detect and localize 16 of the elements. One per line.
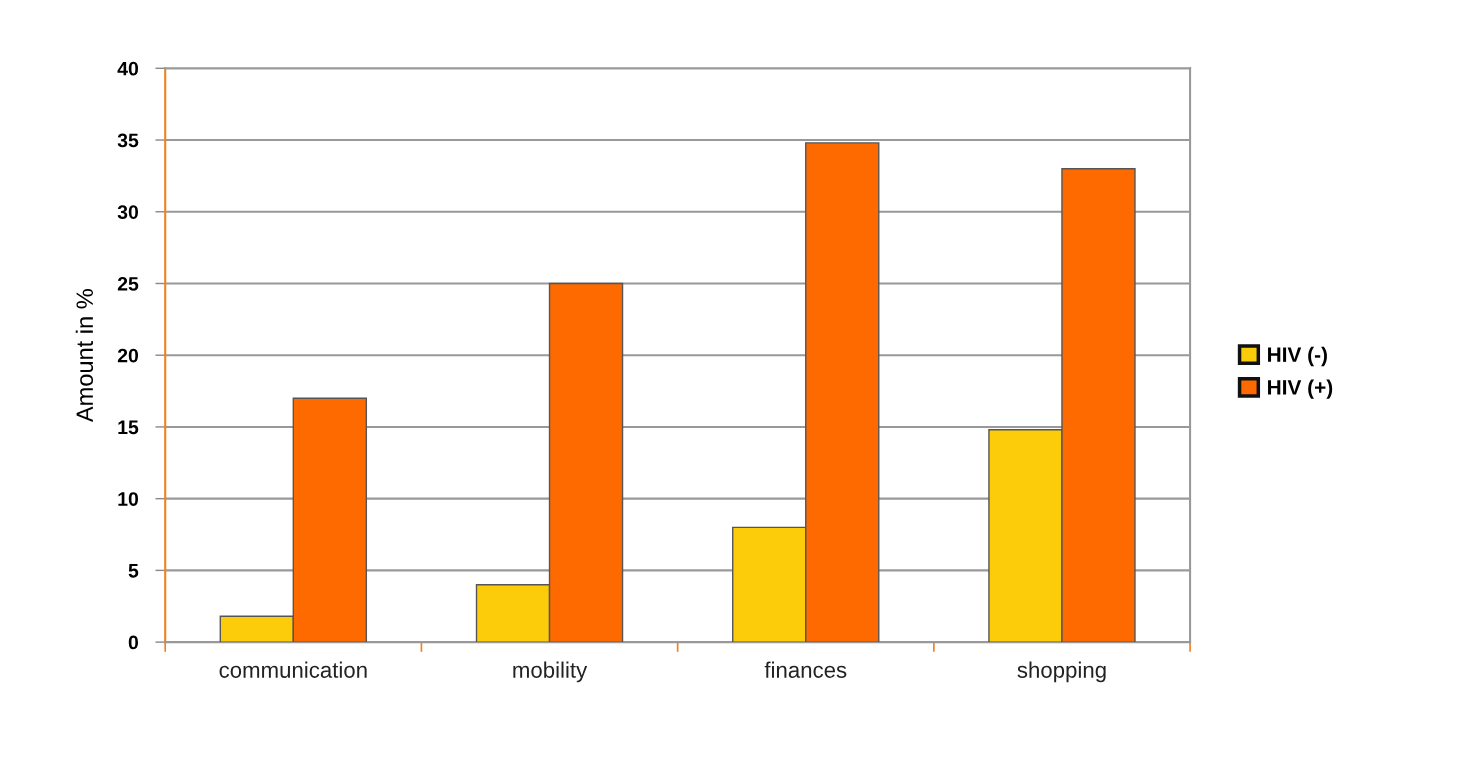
y-tick-label: 25	[117, 276, 139, 291]
y-tick-label: 30	[117, 205, 139, 220]
x-tick-label: mobility	[513, 661, 588, 683]
x-tick-label: communication	[219, 661, 367, 678]
y-tick-label: 15	[118, 420, 139, 435]
y-tick-label: 35	[117, 133, 139, 148]
x-tick-label: shopping	[1017, 661, 1106, 683]
y-tick-label: 5	[128, 564, 139, 578]
y-tick-label: 0	[128, 635, 139, 650]
y-tick-label: 20	[117, 348, 139, 363]
legend-label: HIV (+)	[1268, 379, 1333, 399]
y-tick-label: 10	[118, 492, 139, 506]
x-tick-label: finances	[764, 661, 847, 678]
y-axis-title: Amount in %	[75, 289, 94, 423]
y-tick-label: 40	[117, 61, 139, 76]
legend-label: HIV (-)	[1268, 346, 1327, 367]
